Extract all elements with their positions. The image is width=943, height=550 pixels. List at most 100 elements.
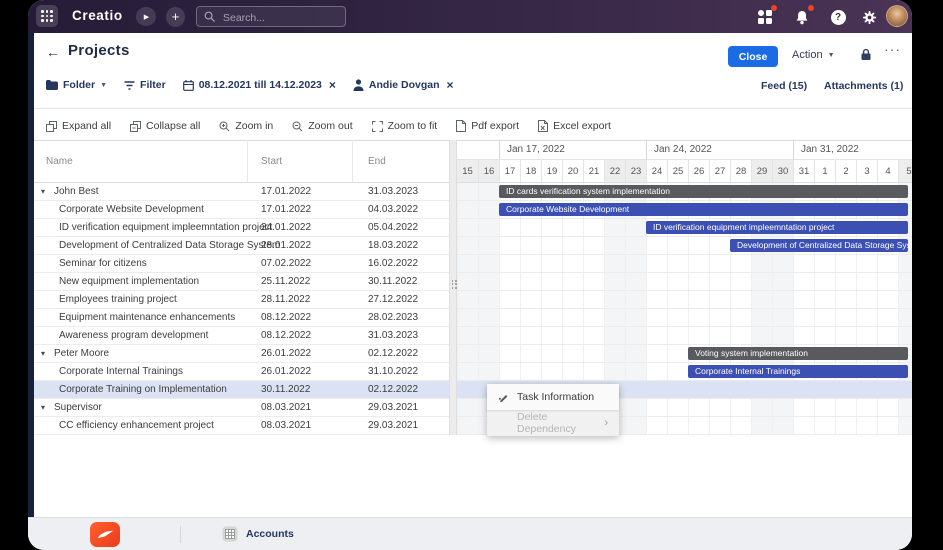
collapse-caret-icon[interactable]: ▾ bbox=[41, 403, 46, 412]
row-end-date: 02.12.2022 bbox=[368, 384, 419, 395]
gantt-day-header: 21 bbox=[583, 160, 604, 182]
toolbar-expand-all-button[interactable]: Expand all bbox=[46, 120, 111, 132]
gantt-day-stripe bbox=[814, 183, 835, 435]
table-row[interactable]: Corporate Website Development 17.01.2022 0… bbox=[34, 201, 449, 219]
table-row[interactable]: Seminar for citizens 07.02.2022 16.02.2022 bbox=[34, 255, 449, 273]
gantt-bar-summary[interactable]: Voting system implementation bbox=[688, 347, 908, 360]
table-row[interactable]: Development of Centralized Data Storage … bbox=[34, 237, 449, 255]
collapse-caret-icon[interactable]: ▾ bbox=[41, 349, 46, 358]
gantt-day-header: 5 bbox=[898, 160, 912, 182]
table-row[interactable]: Equipment maintenance enhancements 08.12.… bbox=[34, 309, 449, 327]
date-range-filter[interactable]: 08.12.2021 till 14.12.2023 × bbox=[182, 78, 336, 92]
splitter-handle-icon bbox=[451, 280, 457, 289]
search-icon bbox=[204, 11, 216, 23]
toolbar-button-label: Zoom in bbox=[235, 120, 274, 132]
back-button[interactable]: ← bbox=[46, 44, 60, 60]
search-input[interactable] bbox=[221, 7, 343, 28]
table-row[interactable]: ▾ John Best 17.01.2022 31.03.2023 bbox=[34, 183, 449, 201]
excel-export-icon bbox=[538, 120, 549, 132]
row-name: Employees training project bbox=[59, 294, 177, 305]
collapse-caret-icon[interactable]: ▾ bbox=[41, 187, 46, 196]
gantt-bar-summary[interactable]: ID cards verification system implementat… bbox=[499, 185, 908, 198]
menu-item-label: Delete Dependency bbox=[517, 411, 576, 435]
workplace-grid-icon bbox=[758, 10, 772, 24]
table-row[interactable]: Corporate Internal Trainings 26.01.2022 31… bbox=[34, 363, 449, 381]
pdf-export-icon bbox=[456, 120, 467, 132]
row-name: Peter Moore bbox=[54, 348, 110, 359]
settings-button[interactable] bbox=[859, 8, 879, 26]
creatio-logo: Creatio bbox=[72, 8, 123, 23]
gantt-day-stripe bbox=[793, 183, 814, 435]
workplaces-button[interactable] bbox=[755, 5, 777, 26]
toolbar-button-label: Excel export bbox=[553, 120, 611, 132]
notifications-button[interactable] bbox=[792, 5, 814, 26]
lock-button[interactable] bbox=[860, 48, 872, 66]
attachments-tab[interactable]: Attachments (1) bbox=[824, 80, 904, 92]
gantt-day-stripe bbox=[646, 183, 667, 435]
toolbar-zoom-out-button[interactable]: Zoom out bbox=[292, 120, 353, 132]
gantt-bar-task[interactable]: Corporate Internal Trainings bbox=[688, 365, 908, 378]
gantt-bar-task[interactable]: Development of Centralized Data Storage … bbox=[730, 239, 908, 252]
gantt-day-header: 30 bbox=[772, 160, 793, 182]
gantt-timeline-header: Jan 17, 2022 Jan 24, 2022 Jan 31, 2022 15 1… bbox=[457, 140, 912, 183]
filter-icon bbox=[124, 80, 135, 90]
toolbar-collapse-all-button[interactable]: Collapse all bbox=[130, 120, 200, 132]
run-process-button[interactable]: ▶ bbox=[136, 7, 156, 26]
table-row[interactable]: Corporate Training on Implementation 30.1… bbox=[34, 381, 449, 399]
menu-item-task-information[interactable]: Task Information bbox=[487, 384, 619, 410]
help-icon: ? bbox=[830, 9, 846, 25]
grid-top-border bbox=[34, 140, 912, 141]
gantt-day-stripe bbox=[835, 183, 856, 435]
owner-label: Andie Dovgan bbox=[368, 79, 440, 91]
apps-menu-button[interactable] bbox=[36, 5, 58, 27]
toolbar-zoom-in-button[interactable]: Zoom in bbox=[219, 120, 273, 132]
gantt-day-header: 20 bbox=[562, 160, 583, 182]
gantt-bar-task[interactable]: ID verification equipment impleemntation… bbox=[646, 221, 908, 234]
row-start-date: 08.03.2021 bbox=[261, 420, 312, 431]
action-dropdown[interactable]: Action ▼ bbox=[792, 49, 835, 61]
table-row[interactable]: ▾ Peter Moore 26.01.2022 02.12.2022 bbox=[34, 345, 449, 363]
table-row[interactable]: ▾ Supervisor 08.03.2021 29.03.2021 bbox=[34, 399, 449, 417]
toolbar-button-label: Expand all bbox=[62, 120, 112, 132]
table-row[interactable]: New equipment implementation 25.11.2022 30… bbox=[34, 273, 449, 291]
panel-splitter[interactable] bbox=[449, 140, 457, 435]
table-row[interactable]: CC efficiency enhancement project 08.03.2… bbox=[34, 417, 449, 435]
owner-filter[interactable]: Andie Dovgan × bbox=[353, 78, 454, 92]
gantt-bar-label: ID cards verification system implementat… bbox=[506, 186, 670, 196]
row-end-date: 18.03.2022 bbox=[368, 240, 419, 251]
toolbar-excel-export-button[interactable]: Excel export bbox=[538, 120, 611, 132]
table-row[interactable]: Employees training project 28.11.2022 27.1… bbox=[34, 291, 449, 309]
global-search bbox=[196, 6, 346, 28]
apps-grid-icon bbox=[41, 10, 53, 22]
creatio-arrow-icon bbox=[97, 530, 113, 539]
gantt-day-stripe bbox=[520, 183, 541, 435]
close-button[interactable]: Close bbox=[728, 46, 778, 67]
table-row[interactable]: Awareness program development 08.12.2022 3… bbox=[34, 327, 449, 345]
more-options-button[interactable]: ··· bbox=[884, 41, 901, 57]
remove-owner-filter-icon[interactable]: × bbox=[446, 78, 454, 92]
gantt-week-header: Jan 24, 2022 bbox=[646, 140, 793, 159]
table-row[interactable]: ID verification equipment impleemntation… bbox=[34, 219, 449, 237]
page-title: Projects bbox=[68, 42, 130, 59]
help-button[interactable]: ? bbox=[828, 8, 848, 26]
communication-panel-button[interactable] bbox=[90, 522, 120, 547]
folder-dropdown[interactable]: Folder ▼ bbox=[46, 79, 107, 91]
accounts-tab[interactable]: Accounts bbox=[222, 526, 294, 542]
feed-tab[interactable]: Feed (15) bbox=[761, 80, 808, 92]
gantt-day-stripe bbox=[730, 183, 751, 435]
row-end-date: 05.04.2022 bbox=[368, 222, 419, 233]
row-name: John Best bbox=[54, 186, 99, 197]
gantt-week-header: Jan 31, 2022 bbox=[793, 140, 912, 159]
left-edge-panel bbox=[28, 33, 34, 517]
user-avatar[interactable] bbox=[886, 5, 908, 27]
gantt-day-header: 27 bbox=[709, 160, 730, 182]
filter-button[interactable]: Filter bbox=[124, 79, 166, 91]
toolbar-button-label: Pdf export bbox=[471, 120, 520, 132]
remove-date-filter-icon[interactable]: × bbox=[328, 78, 336, 92]
chevron-down-icon: ▼ bbox=[827, 51, 835, 59]
toolbar-zoom-to-fit-button[interactable]: Zoom to fit bbox=[371, 120, 437, 132]
gantt-bar-task[interactable]: Corporate Website Development bbox=[499, 203, 908, 216]
quick-add-button[interactable]: + bbox=[166, 7, 185, 27]
row-name: Seminar for citizens bbox=[59, 258, 147, 269]
toolbar-pdf-export-button[interactable]: Pdf export bbox=[456, 120, 519, 132]
